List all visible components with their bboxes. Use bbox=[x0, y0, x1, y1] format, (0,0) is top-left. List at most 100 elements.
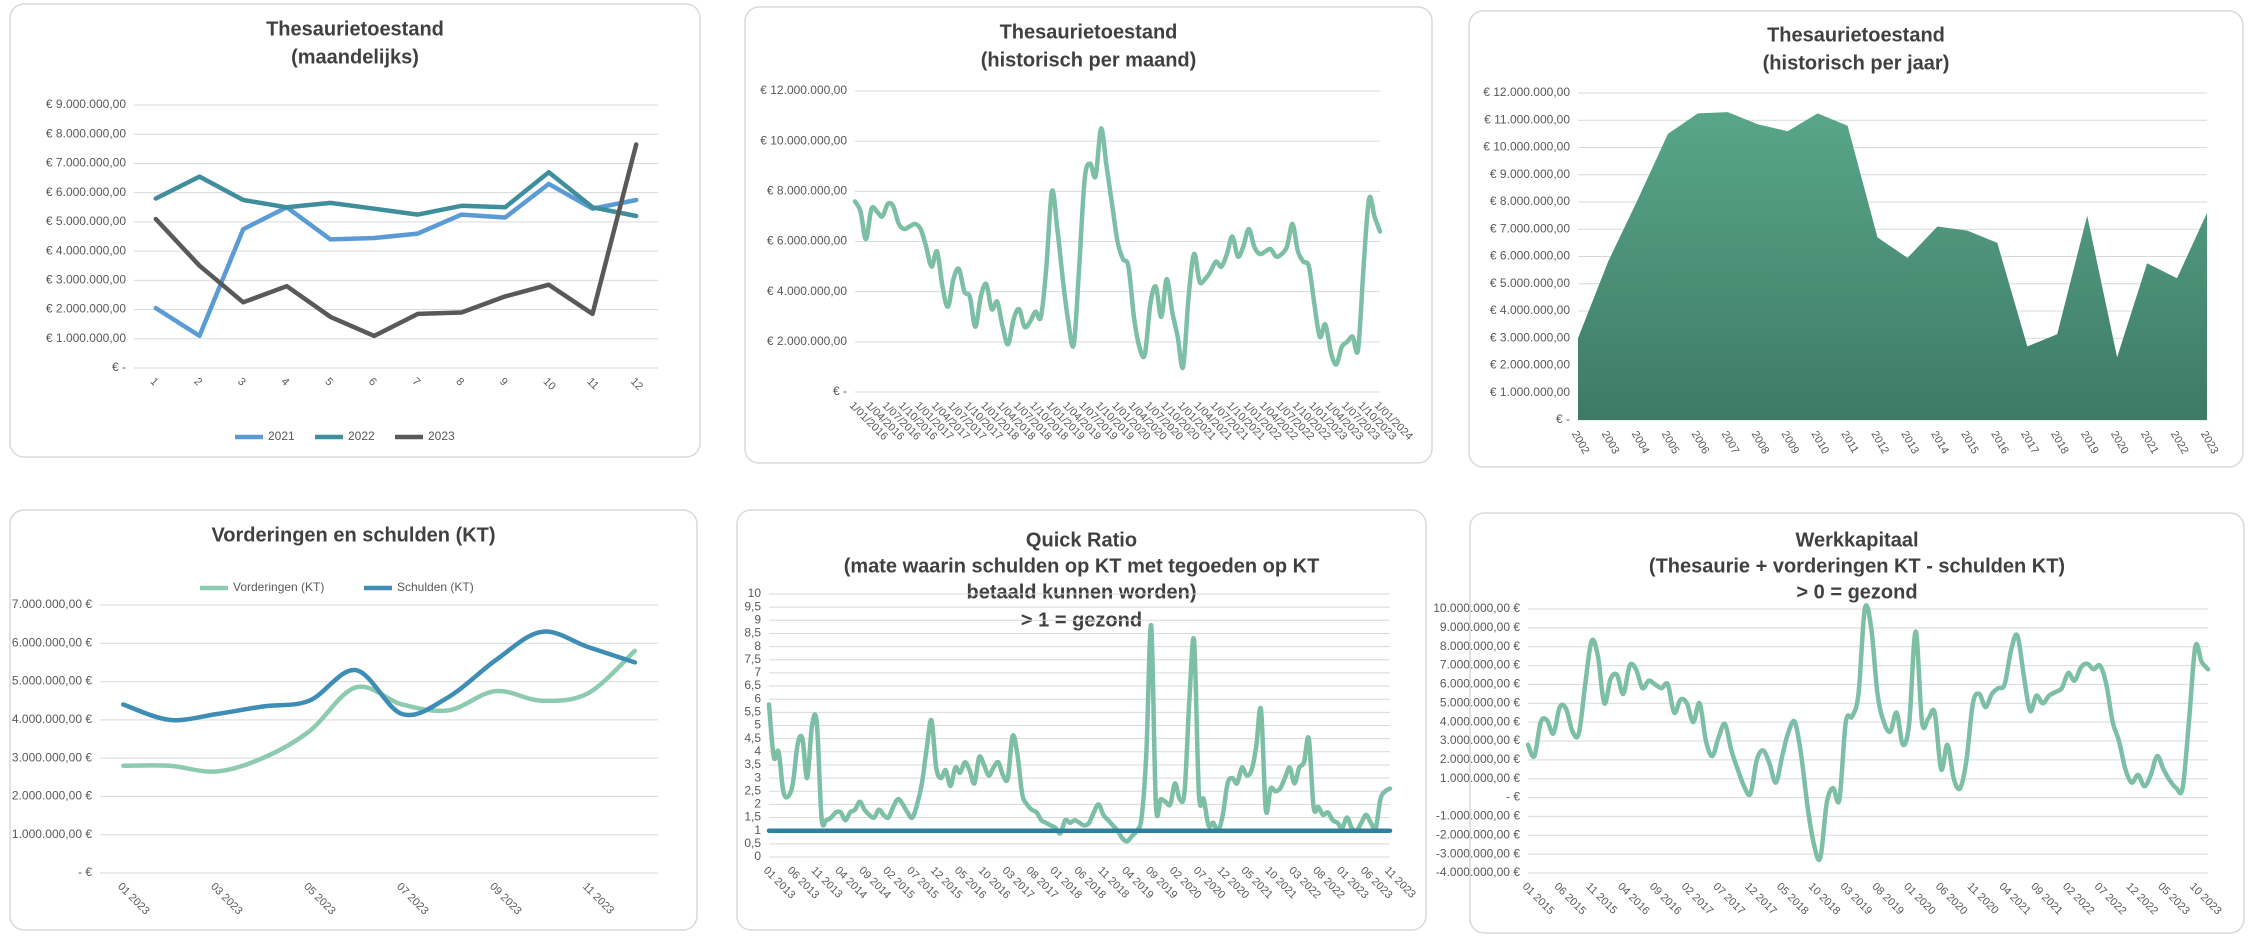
legend-label: 2023 bbox=[428, 429, 455, 443]
line bbox=[153, 181, 639, 339]
panel bbox=[736, 509, 1427, 931]
y-tick-label: -2.000.000,00 € bbox=[1436, 827, 1520, 841]
chart-title: (historisch per maand) bbox=[981, 49, 1197, 71]
y-tick-label: 4,5 bbox=[744, 731, 761, 745]
chart-title: Quick Ratio bbox=[1026, 529, 1137, 551]
y-tick-label: 1,5 bbox=[744, 810, 761, 824]
panel bbox=[1469, 512, 2245, 934]
y-tick-label: 2.000.000,00 € bbox=[12, 789, 92, 803]
y-tick-label: 3,5 bbox=[744, 757, 761, 771]
y-tick-label: 2 bbox=[754, 797, 761, 811]
y-tick-label: 8,5 bbox=[744, 626, 761, 640]
y-tick-label: 9,5 bbox=[744, 599, 761, 613]
line bbox=[852, 126, 1383, 371]
y-tick-label: € 2.000.000,00 bbox=[1490, 358, 1570, 372]
y-tick-label: 2,5 bbox=[744, 783, 761, 797]
y-tick-label: € 5.000.000,00 bbox=[1490, 276, 1570, 290]
y-tick-label: € 3.000.000,00 bbox=[1490, 330, 1570, 344]
chart-title: Werkkapitaal bbox=[1795, 529, 1918, 551]
y-tick-label: € 8.000.000,00 bbox=[767, 184, 847, 198]
y-tick-label: 10.000.000,00 € bbox=[1433, 601, 1520, 615]
area bbox=[1578, 112, 2207, 420]
y-tick-label: € 12.000.000,00 bbox=[1483, 85, 1570, 99]
y-tick-label: € 3.000.000,00 bbox=[46, 273, 126, 287]
y-tick-label: 0 bbox=[754, 849, 761, 863]
y-tick-label: € - bbox=[833, 384, 847, 398]
chart-title: betaald kunnen worden) bbox=[966, 581, 1196, 603]
y-tick-label: € - bbox=[112, 360, 126, 374]
y-tick-label: 7,5 bbox=[744, 652, 761, 666]
chart-title: Vorderingen en schulden (KT) bbox=[211, 524, 495, 546]
chart-title: (Thesaurie + vorderingen KT - schulden K… bbox=[1649, 555, 2065, 577]
y-tick-label: 7 bbox=[754, 665, 761, 679]
y-tick-label: € 6.000.000,00 bbox=[767, 234, 847, 248]
y-tick-label: € 2.000.000,00 bbox=[767, 334, 847, 348]
y-tick-label: 6.000.000,00 € bbox=[1440, 677, 1520, 691]
y-tick-label: 10 bbox=[748, 586, 762, 600]
line bbox=[121, 648, 638, 774]
line bbox=[121, 629, 638, 723]
y-tick-label: € 2.000.000,00 bbox=[46, 302, 126, 316]
chart-title: (mate waarin schulden op KT met tegoeden… bbox=[844, 555, 1320, 577]
y-tick-label: 6,5 bbox=[744, 678, 761, 692]
y-tick-label: 4.000.000,00 € bbox=[1440, 714, 1520, 728]
y-tick-label: € 8.000.000,00 bbox=[1490, 194, 1570, 208]
chart-title: Thesaurietoestand bbox=[266, 18, 444, 40]
y-tick-label: € - bbox=[1556, 412, 1570, 426]
y-tick-label: 3 bbox=[754, 770, 761, 784]
y-tick-label: € 8.000.000,00 bbox=[46, 126, 126, 140]
y-tick-label: 4.000.000,00 € bbox=[12, 712, 92, 726]
chart-title: (maandelijks) bbox=[291, 46, 419, 68]
y-tick-label: 5.000.000,00 € bbox=[1440, 695, 1520, 709]
chart-title: (historisch per jaar) bbox=[1763, 52, 1950, 74]
legend-label: Schulden (KT) bbox=[397, 580, 474, 594]
y-tick-label: 9.000.000,00 € bbox=[1440, 620, 1520, 634]
y-tick-label: 1.000.000,00 € bbox=[1440, 771, 1520, 785]
panel bbox=[9, 3, 701, 458]
legend-label: Vorderingen (KT) bbox=[233, 580, 324, 594]
y-tick-label: € 6.000.000,00 bbox=[1490, 249, 1570, 263]
y-tick-label: € 9.000.000,00 bbox=[46, 97, 126, 111]
y-tick-label: € 6.000.000,00 bbox=[46, 185, 126, 199]
legend-label: 2021 bbox=[268, 429, 295, 443]
y-tick-label: 2.000.000,00 € bbox=[1440, 752, 1520, 766]
line bbox=[1525, 603, 2211, 863]
y-tick-label: € 10.000.000,00 bbox=[1483, 140, 1570, 154]
y-tick-label: -1.000.000,00 € bbox=[1436, 809, 1520, 823]
y-tick-label: € 1.000.000,00 bbox=[46, 331, 126, 345]
y-tick-label: € 11.000.000,00 bbox=[1484, 112, 1570, 126]
y-tick-label: € 4.000.000,00 bbox=[767, 284, 847, 298]
y-tick-label: 7.000.000,00 € bbox=[12, 597, 92, 611]
line bbox=[153, 142, 639, 339]
y-tick-label: -4.000.000,00 € bbox=[1436, 865, 1520, 879]
y-tick-label: 0,5 bbox=[744, 836, 761, 850]
y-tick-label: - € bbox=[1506, 790, 1520, 804]
y-tick-label: € 9.000.000,00 bbox=[1490, 167, 1570, 181]
y-tick-label: € 10.000.000,00 bbox=[760, 133, 847, 147]
y-tick-label: € 7.000.000,00 bbox=[46, 156, 126, 170]
y-tick-label: 5.000.000,00 € bbox=[12, 674, 92, 688]
y-tick-label: € 4.000.000,00 bbox=[1490, 303, 1570, 317]
legend-label: 2022 bbox=[348, 429, 375, 443]
y-tick-label: 1.000.000,00 € bbox=[12, 827, 92, 841]
y-tick-label: 5 bbox=[754, 718, 761, 732]
y-tick-label: 7.000.000,00 € bbox=[1440, 658, 1520, 672]
panel bbox=[744, 6, 1433, 464]
chart-title: Thesaurietoestand bbox=[1000, 21, 1178, 43]
line bbox=[766, 623, 1393, 844]
y-tick-label: 3.000.000,00 € bbox=[1440, 733, 1520, 747]
y-tick-label: 8 bbox=[754, 639, 761, 653]
y-tick-label: 6 bbox=[754, 691, 761, 705]
chart-title: Thesaurietoestand bbox=[1767, 24, 1945, 46]
y-tick-label: € 12.000.000,00 bbox=[760, 83, 847, 97]
y-tick-label: € 7.000.000,00 bbox=[1490, 221, 1570, 235]
y-tick-label: 1 bbox=[754, 823, 761, 837]
y-tick-label: 8.000.000,00 € bbox=[1440, 639, 1520, 653]
y-tick-label: 6.000.000,00 € bbox=[12, 635, 92, 649]
y-tick-label: 3.000.000,00 € bbox=[12, 750, 92, 764]
y-tick-label: € 1.000.000,00 bbox=[1490, 385, 1570, 399]
y-tick-label: € 5.000.000,00 bbox=[46, 214, 126, 228]
chart-title: > 0 = gezond bbox=[1796, 581, 1917, 603]
